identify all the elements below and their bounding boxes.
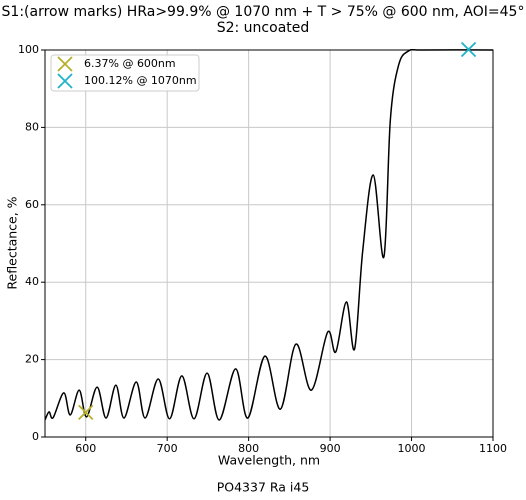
x-tick-label: 900 xyxy=(320,442,341,455)
chart-subtitle: S2: uncoated xyxy=(217,20,310,36)
y-tick-label: 60 xyxy=(25,198,39,211)
y-tick-label: 100 xyxy=(18,43,39,56)
y-tick-label: 80 xyxy=(25,120,39,133)
marker xyxy=(460,41,477,58)
plot-frame xyxy=(44,49,494,438)
legend-label: 6.37% @ 600nm xyxy=(84,57,176,70)
y-tick-label: 40 xyxy=(25,275,39,288)
data-line xyxy=(45,48,493,421)
x-tick-label: 600 xyxy=(75,442,96,455)
marker xyxy=(78,404,94,420)
legend-marker xyxy=(57,73,73,89)
x-axis-label: Wavelength, nm xyxy=(218,453,320,468)
chart-title: S1:(arrow marks) HRa>99.9% @ 1070 nm + T… xyxy=(2,4,525,20)
y-axis-label: Reflectance, % xyxy=(5,196,20,289)
legend-box xyxy=(50,54,200,92)
x-tick-label: 800 xyxy=(238,442,259,455)
x-tick-label: 1000 xyxy=(398,442,426,455)
legend-label: 100.12% @ 1070nm xyxy=(84,74,197,87)
y-tick-label: 0 xyxy=(32,430,39,443)
y-tick-label: 20 xyxy=(25,353,39,366)
x-tick-label: 700 xyxy=(157,442,178,455)
x-tick-label: 1100 xyxy=(479,442,507,455)
footer: PO4337 Ra i45 xyxy=(217,480,310,495)
legend-marker xyxy=(57,56,73,72)
